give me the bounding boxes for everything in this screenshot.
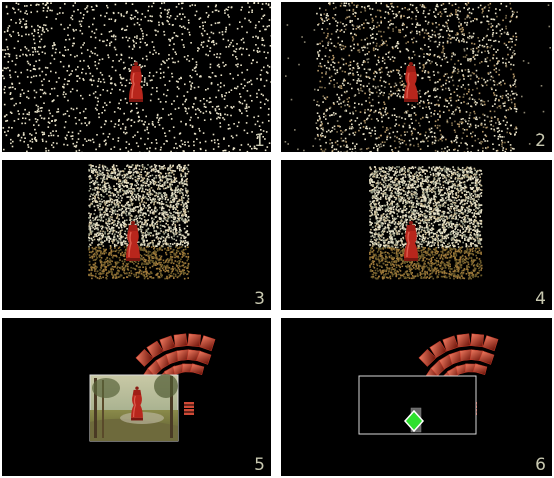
pepper-mill-icon[interactable] xyxy=(2,318,271,476)
pepper-mill-icon[interactable] xyxy=(2,160,271,310)
pepper-mill-icon[interactable] xyxy=(281,2,552,152)
panel-2: 2 xyxy=(281,2,552,152)
panel-3: 3 xyxy=(2,160,271,310)
wireframe-box[interactable] xyxy=(281,318,552,476)
panel-number: 3 xyxy=(254,291,265,308)
panel-number: 1 xyxy=(254,133,265,150)
panel-number: 5 xyxy=(254,457,265,474)
panel-6: 6 xyxy=(281,318,552,476)
pepper-mill-icon[interactable] xyxy=(281,160,552,310)
panel-1: 1 xyxy=(2,2,271,152)
panel-number: 4 xyxy=(535,291,546,308)
pepper-mill-icon[interactable] xyxy=(2,2,271,152)
panel-number: 6 xyxy=(535,457,546,474)
panel-4: 4 xyxy=(281,160,552,310)
panel-number: 2 xyxy=(535,133,546,150)
panel-5: 5 xyxy=(2,318,271,476)
